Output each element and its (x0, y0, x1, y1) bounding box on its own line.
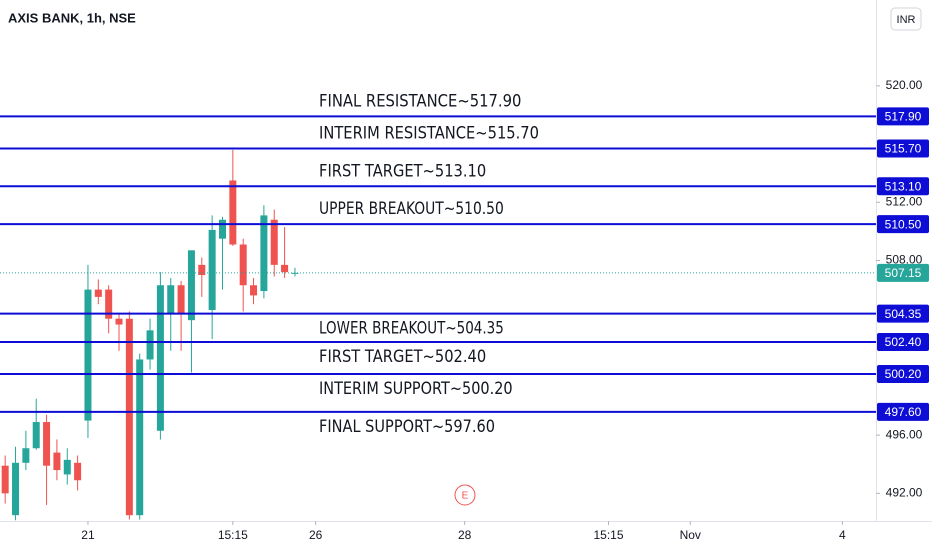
candle-body (63, 459, 71, 475)
level-annotation: LOWER BREAKOUT~504.35 (319, 319, 504, 339)
level-annotation: INTERIM RESISTANCE~515.70 (319, 123, 539, 143)
event-marker[interactable] (454, 484, 476, 506)
level-tag (877, 177, 929, 196)
y-tick-label: 508.00 (886, 253, 923, 267)
candle-body (239, 244, 247, 286)
level-annotation: FIRST TARGET~513.10 (319, 161, 486, 181)
level-tag-label: 502.40 (885, 335, 922, 349)
candle-body (32, 422, 40, 449)
x-tick-label: 28 (458, 528, 472, 542)
level-tag (877, 402, 929, 421)
x-tick-label: 26 (309, 528, 323, 542)
candle-body (167, 285, 175, 315)
candle-body (115, 318, 123, 325)
candle-body (218, 219, 226, 239)
level-annotation: FIRST TARGET~502.40 (319, 347, 486, 367)
level-tag-label: 517.90 (885, 110, 922, 124)
currency-button[interactable]: INR (890, 7, 922, 31)
candle-body (187, 250, 195, 321)
current-price-tag (877, 263, 929, 282)
level-annotation: UPPER BREAKOUT~510.50 (319, 199, 504, 219)
candle-body (177, 285, 185, 315)
candle-body (12, 462, 20, 516)
level-tag (877, 215, 929, 234)
candle-body (136, 359, 144, 516)
candles (1, 149, 299, 521)
level-tag-label: 515.70 (885, 142, 922, 156)
y-tick-label: 520.00 (886, 78, 923, 92)
candle-body (146, 330, 154, 360)
candle-body (53, 452, 61, 471)
level-tag (877, 139, 929, 158)
level-annotation: FINAL RESISTANCE~517.90 (319, 91, 521, 111)
candle-body (156, 285, 164, 431)
x-tick-label: 15:15 (218, 528, 248, 542)
level-annotation: FINAL SUPPORT~597.60 (319, 417, 495, 437)
candle-body (229, 180, 237, 245)
candle-body (84, 289, 92, 421)
y-tick-label: 512.00 (886, 194, 923, 208)
level-tag (877, 365, 929, 384)
level-tag-label: 513.10 (885, 179, 922, 193)
candle-body (281, 264, 289, 273)
candle-body (270, 219, 278, 265)
candle-body (74, 462, 82, 481)
level-tag (877, 332, 929, 351)
candle-body (198, 264, 206, 276)
candle-body (43, 422, 51, 466)
y-tick-label: 492.00 (886, 486, 923, 500)
x-tick-label: 21 (81, 528, 95, 542)
level-tag-label: 510.50 (885, 217, 922, 231)
level-annotation: INTERIM SUPPORT~500.20 (319, 379, 513, 399)
candle-body (1, 465, 9, 494)
x-tick-label: 4 (839, 528, 846, 542)
x-tick-label: Nov (680, 528, 701, 542)
level-tag-label: 497.60 (885, 405, 922, 419)
candle-body (105, 289, 113, 319)
candle-body (22, 448, 30, 463)
currency-label[interactable]: INR (897, 14, 916, 26)
level-tag (877, 304, 929, 323)
level-tag (877, 107, 929, 126)
candle-body (260, 215, 268, 292)
currency-box[interactable] (890, 7, 922, 31)
chart-title: AXIS BANK, 1h, NSE (8, 10, 136, 25)
level-tag-label: 504.35 (885, 307, 922, 321)
y-tick-label: 496.00 (886, 427, 923, 441)
candle-body (94, 289, 102, 297)
x-tick-label: 15:15 (593, 528, 623, 542)
candle-body (125, 318, 133, 516)
current-price-label: 507.15 (885, 266, 922, 280)
candle-body (250, 285, 258, 296)
level-tag-label: 500.20 (885, 367, 922, 381)
event-marker-label[interactable]: E (462, 491, 469, 502)
candle-body (208, 229, 216, 310)
